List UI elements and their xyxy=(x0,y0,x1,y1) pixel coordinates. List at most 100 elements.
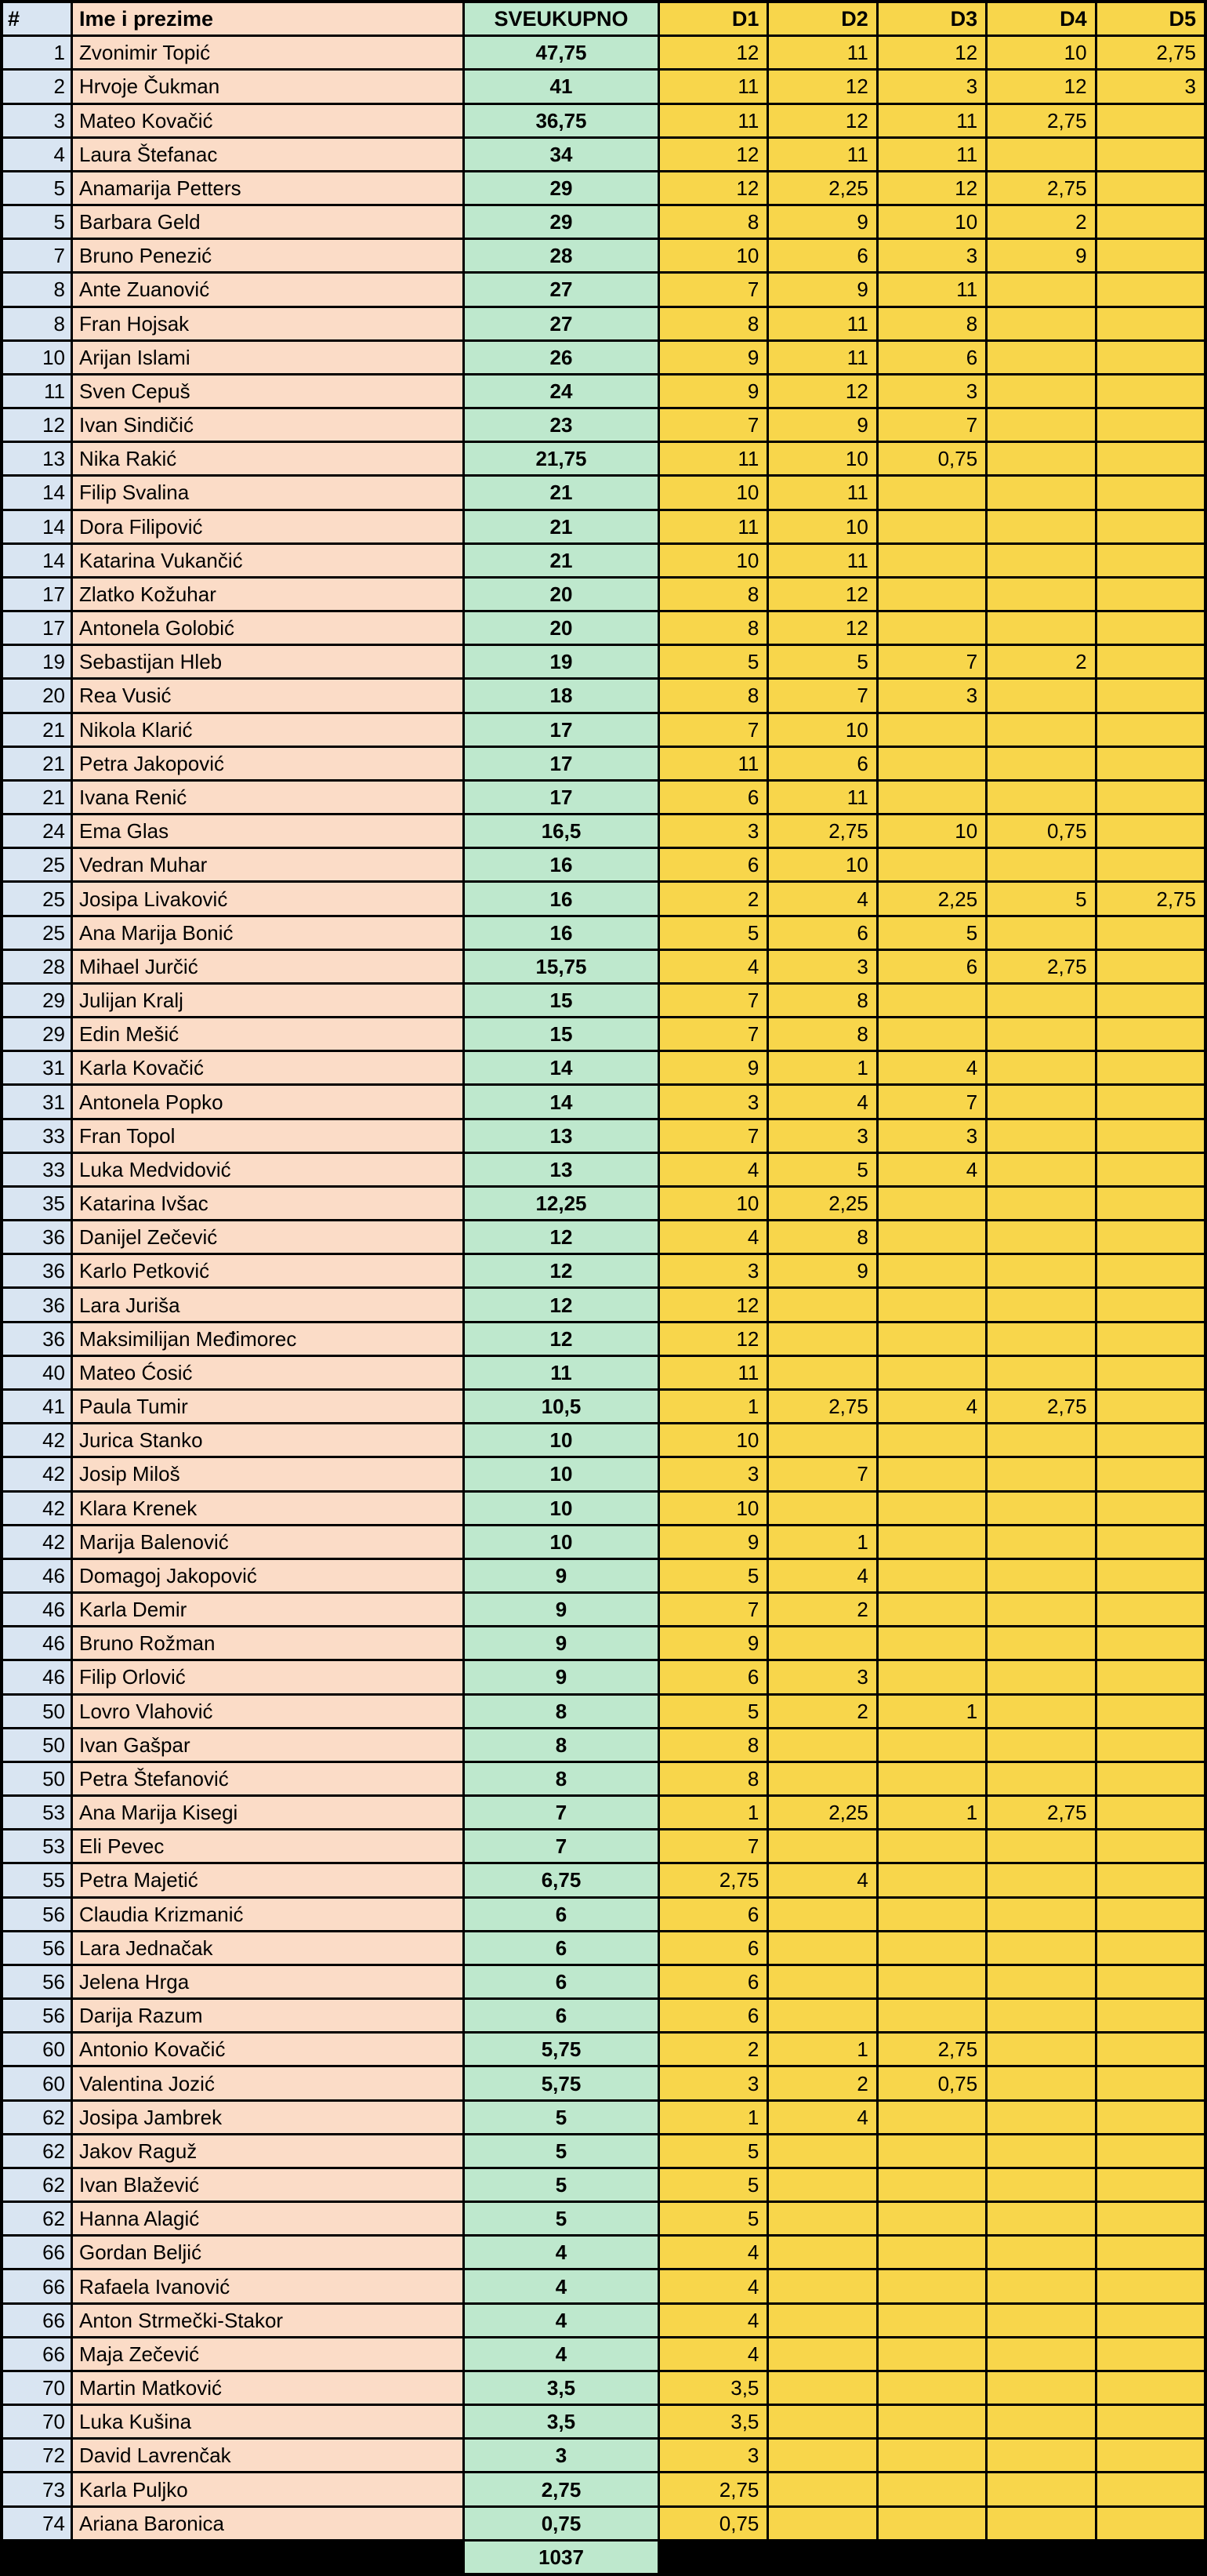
total-cell[interactable]: 16 xyxy=(465,883,658,915)
total-cell[interactable]: 29 xyxy=(465,206,658,238)
d2-cell[interactable]: 8 xyxy=(769,1221,876,1254)
d1-cell[interactable]: 7 xyxy=(660,274,767,306)
d5-cell[interactable] xyxy=(1096,1255,1204,1287)
d4-cell[interactable] xyxy=(988,1627,1095,1660)
d3-cell[interactable] xyxy=(878,2203,986,2235)
d2-cell[interactable]: 10 xyxy=(769,849,876,881)
d3-cell[interactable]: 2,75 xyxy=(878,2034,986,2066)
d1-cell[interactable]: 10 xyxy=(660,544,767,576)
d2-cell[interactable] xyxy=(769,2473,876,2505)
d1-cell[interactable]: 3 xyxy=(660,1458,767,1490)
d3-cell[interactable] xyxy=(878,1187,986,1220)
d1-cell[interactable]: 8 xyxy=(660,1729,767,1761)
name-cell[interactable]: Anton Strmečki-Stakor xyxy=(73,2304,462,2336)
d4-cell[interactable] xyxy=(988,2067,1095,2099)
rank-cell[interactable]: 60 xyxy=(3,2067,71,2099)
d2-cell[interactable]: 10 xyxy=(769,510,876,542)
d2-cell[interactable]: 2 xyxy=(769,1695,876,1727)
name-cell[interactable]: Ivana Renić xyxy=(73,781,462,814)
name-cell[interactable]: Petra Jakopović xyxy=(73,747,462,779)
d2-cell[interactable]: 1 xyxy=(769,1526,876,1558)
d1-cell[interactable]: 9 xyxy=(660,341,767,373)
d4-cell[interactable]: 2 xyxy=(988,206,1095,238)
d4-cell[interactable] xyxy=(988,1356,1095,1388)
rank-cell[interactable]: 56 xyxy=(3,1932,71,1964)
rank-cell[interactable]: 31 xyxy=(3,1052,71,1084)
d4-cell[interactable]: 12 xyxy=(988,71,1095,103)
d5-cell[interactable]: 2,75 xyxy=(1096,37,1204,69)
d1-cell[interactable]: 12 xyxy=(660,138,767,170)
rank-cell[interactable]: 42 xyxy=(3,1424,71,1457)
d5-cell[interactable] xyxy=(1096,1526,1204,1558)
header-d4-cell[interactable]: D4 xyxy=(988,3,1095,35)
d1-cell[interactable]: 4 xyxy=(660,2237,767,2269)
total-cell[interactable]: 13 xyxy=(465,1153,658,1185)
d4-cell[interactable] xyxy=(988,1729,1095,1761)
d3-cell[interactable] xyxy=(878,1559,986,1592)
rank-cell[interactable]: 3 xyxy=(3,104,71,136)
d5-cell[interactable]: 2,75 xyxy=(1096,883,1204,915)
d1-cell[interactable]: 11 xyxy=(660,747,767,779)
d4-cell[interactable] xyxy=(988,1322,1095,1355)
d2-cell[interactable]: 7 xyxy=(769,1458,876,1490)
rank-cell[interactable]: 74 xyxy=(3,2507,71,2539)
d4-cell[interactable] xyxy=(988,2440,1095,2472)
d2-cell[interactable]: 12 xyxy=(769,71,876,103)
name-cell[interactable]: Paula Tumir xyxy=(73,1391,462,1423)
d3-cell[interactable] xyxy=(878,1864,986,1896)
total-cell[interactable]: 19 xyxy=(465,646,658,678)
name-cell[interactable]: Vedran Muhar xyxy=(73,849,462,881)
d2-cell[interactable]: 2,25 xyxy=(769,1797,876,1829)
total-cell[interactable]: 10 xyxy=(465,1492,658,1524)
d5-cell[interactable] xyxy=(1096,1018,1204,1050)
d2-cell[interactable]: 4 xyxy=(769,1086,876,1118)
rank-cell[interactable]: 33 xyxy=(3,1119,71,1152)
d3-cell[interactable] xyxy=(878,2237,986,2269)
rank-cell[interactable]: 12 xyxy=(3,409,71,441)
name-cell[interactable]: Sven Cepuš xyxy=(73,375,462,408)
total-cell[interactable]: 24 xyxy=(465,375,658,408)
total-cell[interactable]: 8 xyxy=(465,1729,658,1761)
d3-cell[interactable]: 3 xyxy=(878,680,986,712)
d5-cell[interactable] xyxy=(1096,1221,1204,1254)
d4-cell[interactable] xyxy=(988,1762,1095,1795)
d4-cell[interactable] xyxy=(988,1932,1095,1964)
d1-cell[interactable]: 1 xyxy=(660,1797,767,1829)
d2-cell[interactable] xyxy=(769,2237,876,2269)
total-cell[interactable]: 10 xyxy=(465,1526,658,1558)
name-cell[interactable]: Fran Topol xyxy=(73,1119,462,1152)
d3-cell[interactable] xyxy=(878,984,986,1017)
d3-cell[interactable] xyxy=(878,1356,986,1388)
d2-cell[interactable] xyxy=(769,1322,876,1355)
name-cell[interactable]: Claudia Krizmanić xyxy=(73,1898,462,1930)
d2-cell[interactable]: 1 xyxy=(769,2034,876,2066)
total-cell[interactable]: 10 xyxy=(465,1424,658,1457)
name-cell[interactable]: Lara Jednačak xyxy=(73,1932,462,1964)
d5-cell[interactable] xyxy=(1096,1322,1204,1355)
d3-cell[interactable] xyxy=(878,612,986,644)
rank-cell[interactable]: 36 xyxy=(3,1289,71,1321)
d3-cell[interactable] xyxy=(878,1458,986,1490)
d1-cell[interactable]: 3 xyxy=(660,2440,767,2472)
d1-cell[interactable]: 8 xyxy=(660,1762,767,1795)
rank-cell[interactable]: 33 xyxy=(3,1153,71,1185)
d5-cell[interactable] xyxy=(1096,2168,1204,2201)
rank-cell[interactable]: 56 xyxy=(3,1898,71,1930)
total-cell[interactable]: 12 xyxy=(465,1221,658,1254)
rank-cell[interactable]: 17 xyxy=(3,578,71,611)
d2-cell[interactable]: 8 xyxy=(769,1018,876,1050)
d3-cell[interactable]: 8 xyxy=(878,307,986,339)
d1-cell[interactable]: 3 xyxy=(660,2067,767,2099)
total-cell[interactable]: 3 xyxy=(465,2440,658,2472)
d1-cell[interactable]: 11 xyxy=(660,104,767,136)
d4-cell[interactable] xyxy=(988,307,1095,339)
d5-cell[interactable] xyxy=(1096,409,1204,441)
d3-cell[interactable] xyxy=(878,1322,986,1355)
d5-cell[interactable] xyxy=(1096,1391,1204,1423)
rank-cell[interactable]: 50 xyxy=(3,1762,71,1795)
name-cell[interactable]: Bruno Rožman xyxy=(73,1627,462,1660)
d3-cell[interactable] xyxy=(878,2168,986,2201)
d4-cell[interactable]: 2,75 xyxy=(988,950,1095,982)
d4-cell[interactable] xyxy=(988,713,1095,746)
d5-cell[interactable] xyxy=(1096,2067,1204,2099)
